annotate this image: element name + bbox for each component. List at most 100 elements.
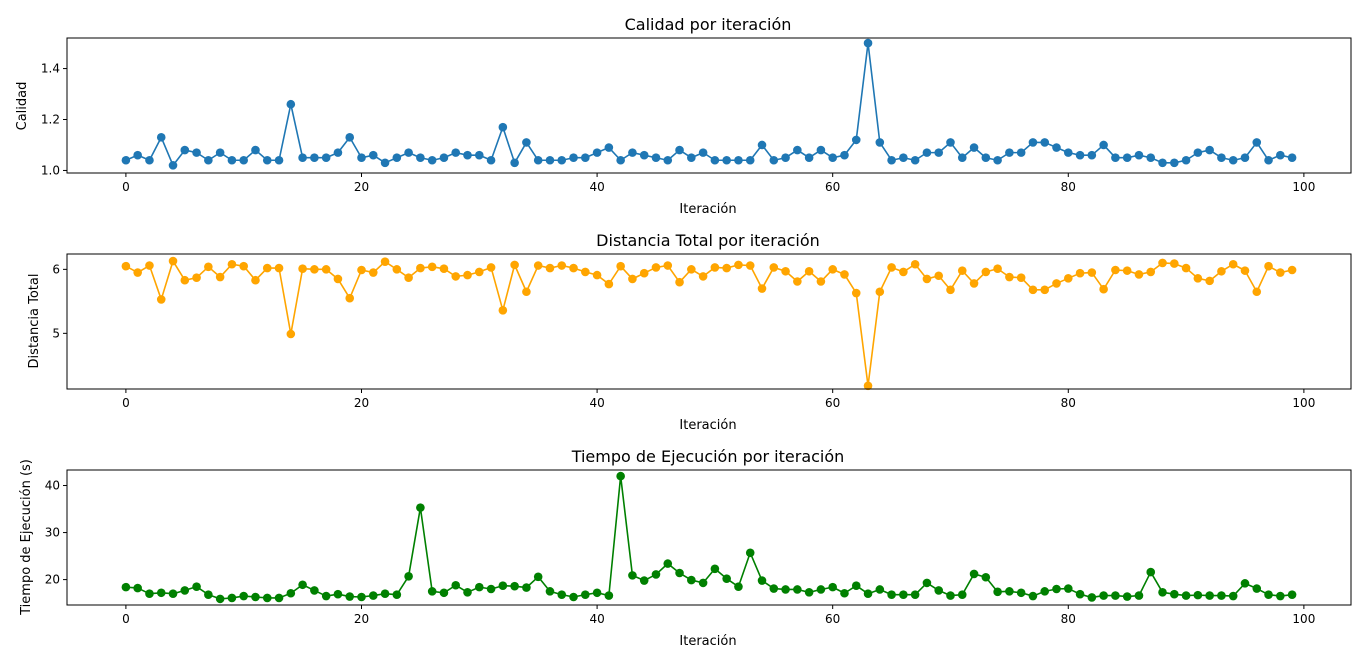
data-point xyxy=(863,589,873,599)
data-point xyxy=(1087,593,1097,602)
data-point xyxy=(498,122,508,132)
data-point xyxy=(215,594,225,604)
chart-title: Calidad por iteración xyxy=(625,15,792,34)
data-point xyxy=(1181,155,1191,165)
data-point xyxy=(416,503,425,512)
data-point xyxy=(1111,265,1120,275)
data-point xyxy=(451,580,461,590)
data-point xyxy=(1016,588,1026,598)
data-point xyxy=(463,150,472,160)
data-point xyxy=(981,153,991,163)
data-point xyxy=(310,153,319,163)
data-point xyxy=(1005,587,1014,596)
data-point xyxy=(545,263,555,273)
data-point xyxy=(734,155,743,165)
data-point xyxy=(816,145,826,155)
data-point xyxy=(274,263,284,273)
data-point xyxy=(192,582,201,591)
data-point xyxy=(510,260,519,270)
data-point xyxy=(1240,579,1250,588)
data-point xyxy=(1005,148,1014,157)
data-point xyxy=(710,564,720,574)
data-point xyxy=(392,265,402,274)
data-point xyxy=(922,274,932,284)
x-tick-label: 20 xyxy=(354,612,369,626)
data-point xyxy=(357,592,366,602)
y-axis-label: Tiempo de Ejecución (s) xyxy=(19,459,34,616)
data-point xyxy=(522,583,531,592)
data-point xyxy=(781,585,790,594)
data-point xyxy=(781,266,790,276)
data-point xyxy=(333,589,343,599)
data-point xyxy=(439,153,449,163)
data-point xyxy=(816,585,826,594)
y-tick-label: 6 xyxy=(52,262,60,276)
data-point xyxy=(1205,276,1214,286)
data-point xyxy=(1276,591,1285,601)
data-point xyxy=(734,582,743,591)
data-point xyxy=(698,148,708,157)
data-point xyxy=(1170,589,1179,599)
subplot-tiempo: Tiempo de Ejecución por iteración Tiempo… xyxy=(19,447,1352,649)
series-line xyxy=(125,475,1293,600)
data-point xyxy=(1181,263,1191,273)
data-point xyxy=(969,279,979,288)
x-axis-label: Iteración xyxy=(679,418,736,433)
data-point xyxy=(416,263,425,273)
data-point xyxy=(498,306,508,315)
data-point xyxy=(581,267,590,277)
data-point xyxy=(486,263,496,272)
data-point xyxy=(863,38,873,48)
data-point xyxy=(463,270,472,280)
data-point xyxy=(804,266,814,276)
data-point xyxy=(262,263,272,273)
data-point xyxy=(804,153,814,163)
data-point xyxy=(121,582,131,592)
data-point xyxy=(1158,588,1167,597)
x-tick-label: 100 xyxy=(1292,612,1315,626)
data-point xyxy=(1146,153,1156,163)
data-point xyxy=(604,591,614,600)
data-point xyxy=(946,285,955,295)
data-point xyxy=(121,155,131,165)
data-point xyxy=(392,590,402,599)
data-point xyxy=(628,148,637,157)
subplot-calidad: Calidad por iteración Calidad Iteración … xyxy=(15,15,1352,217)
y-tick-label: 40 xyxy=(45,479,60,493)
data-point xyxy=(1181,591,1191,600)
data-point xyxy=(1287,265,1297,275)
data-point xyxy=(168,589,178,599)
data-point xyxy=(180,275,190,285)
data-point xyxy=(1111,591,1120,600)
data-point xyxy=(793,145,802,155)
data-point xyxy=(793,277,802,286)
axes-frame xyxy=(66,37,1352,174)
data-point xyxy=(451,148,461,157)
data-point xyxy=(734,260,743,270)
data-point xyxy=(981,267,991,277)
data-point xyxy=(168,161,178,170)
data-point xyxy=(333,274,343,284)
data-point xyxy=(875,585,885,594)
data-point xyxy=(1146,267,1156,277)
data-point xyxy=(262,593,272,603)
x-tick-label: 80 xyxy=(1061,180,1076,194)
data-point xyxy=(1228,591,1238,601)
data-point xyxy=(910,590,920,599)
data-point xyxy=(404,572,413,581)
data-point xyxy=(321,265,331,274)
data-point xyxy=(1252,138,1262,147)
x-tick-label: 100 xyxy=(1292,396,1315,410)
data-point xyxy=(533,572,543,582)
data-point xyxy=(486,584,496,594)
data-point xyxy=(1205,591,1214,600)
data-point xyxy=(934,148,944,157)
data-point xyxy=(239,591,248,601)
data-point xyxy=(404,273,413,282)
data-point xyxy=(1005,272,1014,282)
data-point xyxy=(781,153,790,163)
data-point xyxy=(1016,148,1026,157)
data-point xyxy=(651,570,661,579)
data-point xyxy=(887,263,896,272)
data-point xyxy=(757,576,767,585)
